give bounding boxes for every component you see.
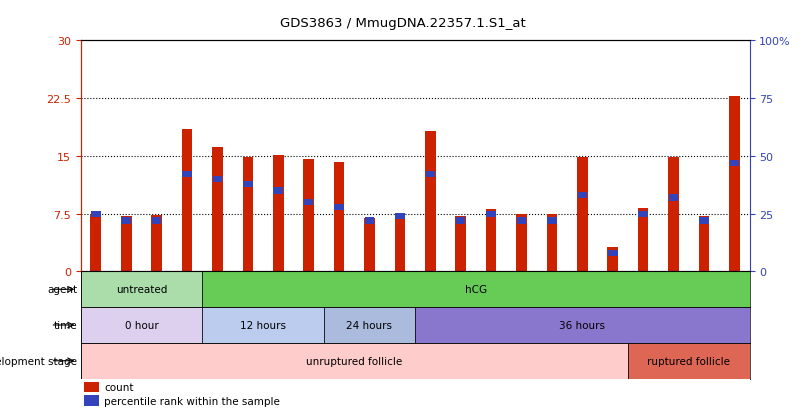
Bar	[699, 216, 709, 272]
Bar	[729, 97, 740, 272]
Bar	[303, 159, 314, 272]
Bar	[547, 218, 557, 224]
Bar	[608, 250, 617, 256]
Bar	[517, 218, 526, 224]
Bar	[668, 157, 679, 272]
Bar	[425, 132, 435, 272]
Text: hCG: hCG	[465, 285, 487, 294]
Bar	[699, 218, 708, 224]
Bar	[81, 343, 628, 379]
Bar	[364, 218, 374, 224]
Bar	[638, 211, 648, 217]
Bar	[81, 272, 202, 307]
Text: 36 hours: 36 hours	[559, 320, 605, 330]
Bar	[273, 156, 284, 272]
Bar	[456, 218, 466, 224]
Bar	[628, 343, 750, 379]
Bar	[334, 163, 344, 272]
Bar	[84, 382, 98, 392]
Text: 24 hours: 24 hours	[347, 320, 393, 330]
Bar	[152, 218, 161, 224]
Bar	[546, 215, 557, 272]
Bar	[213, 176, 222, 183]
Text: count: count	[104, 382, 134, 392]
Text: time: time	[54, 320, 77, 330]
Bar	[486, 211, 496, 217]
Bar	[121, 216, 131, 272]
Bar	[334, 204, 344, 210]
Bar	[122, 218, 131, 224]
Bar	[182, 172, 192, 178]
Bar	[202, 272, 750, 307]
Text: ruptured follicle: ruptured follicle	[647, 356, 730, 366]
Bar	[324, 307, 415, 343]
Text: percentile rank within the sample: percentile rank within the sample	[104, 396, 280, 406]
Bar	[577, 158, 588, 272]
Bar	[212, 147, 222, 272]
Bar	[455, 216, 466, 272]
Bar	[426, 172, 435, 178]
Text: 0 hour: 0 hour	[125, 320, 158, 330]
Bar	[578, 192, 587, 199]
Bar	[84, 395, 98, 406]
Bar	[395, 214, 405, 272]
Bar	[91, 211, 101, 217]
Bar	[415, 307, 750, 343]
Bar	[202, 307, 324, 343]
Text: agent: agent	[47, 285, 77, 294]
Bar	[364, 219, 375, 272]
Bar	[486, 209, 496, 272]
Bar	[273, 188, 283, 194]
Text: development stage: development stage	[0, 356, 77, 366]
Bar	[304, 199, 314, 206]
Bar	[669, 195, 679, 201]
Text: untreated: untreated	[116, 285, 167, 294]
Bar	[395, 214, 405, 219]
Text: 12 hours: 12 hours	[240, 320, 286, 330]
Bar	[181, 130, 193, 272]
Bar	[243, 158, 253, 272]
Text: unruptured follicle: unruptured follicle	[306, 356, 402, 366]
Text: GDS3863 / MmugDNA.22357.1.S1_at: GDS3863 / MmugDNA.22357.1.S1_at	[280, 17, 526, 29]
Bar	[638, 209, 649, 272]
Bar	[516, 215, 527, 272]
Bar	[608, 247, 618, 272]
Bar	[729, 160, 739, 166]
Bar	[152, 216, 162, 272]
Bar	[243, 181, 252, 187]
Bar	[81, 307, 202, 343]
Bar	[90, 214, 101, 272]
